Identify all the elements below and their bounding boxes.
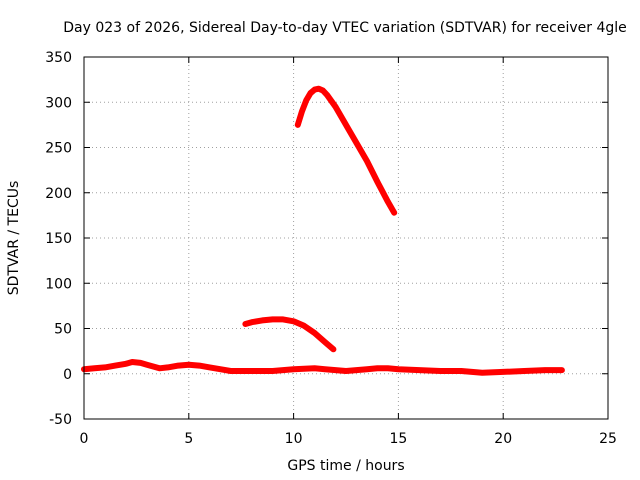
x-tick-label: 20 [494, 431, 512, 447]
y-tick-label: 200 [45, 186, 72, 202]
x-tick-label: 5 [184, 431, 193, 447]
x-tick-label: 0 [80, 431, 89, 447]
y-tick-label: 50 [54, 322, 72, 338]
y-tick-label: 350 [45, 50, 72, 66]
tick-layer: 0 5 10 15 20 25 -50 0 50 100 150 200 250 300 350 [45, 50, 617, 447]
series-trace-near-zero [81, 359, 565, 376]
x-tick-label: 25 [599, 431, 617, 447]
x-tick-label: 15 [389, 431, 407, 447]
y-axis-label: SDTVAR / TECUs [6, 181, 22, 296]
chart-title: Day 023 of 2026, Sidereal Day-to-day VTE… [63, 20, 627, 36]
y-tick-label: 150 [45, 231, 72, 247]
plot-frame [83, 56, 609, 420]
series-trace-high-arc [294, 85, 398, 216]
series-trace-mid-arc [242, 316, 337, 353]
series-layer [81, 85, 565, 376]
x-axis-label: GPS time / hours [287, 458, 404, 474]
y-tick-label: -50 [49, 412, 72, 428]
x-tick-label: 10 [285, 431, 303, 447]
grid-layer [84, 57, 608, 419]
y-tick-label: 100 [45, 276, 72, 292]
y-tick-label: 0 [63, 367, 72, 383]
y-tick-label: 250 [45, 141, 72, 157]
y-tick-label: 300 [45, 95, 72, 111]
